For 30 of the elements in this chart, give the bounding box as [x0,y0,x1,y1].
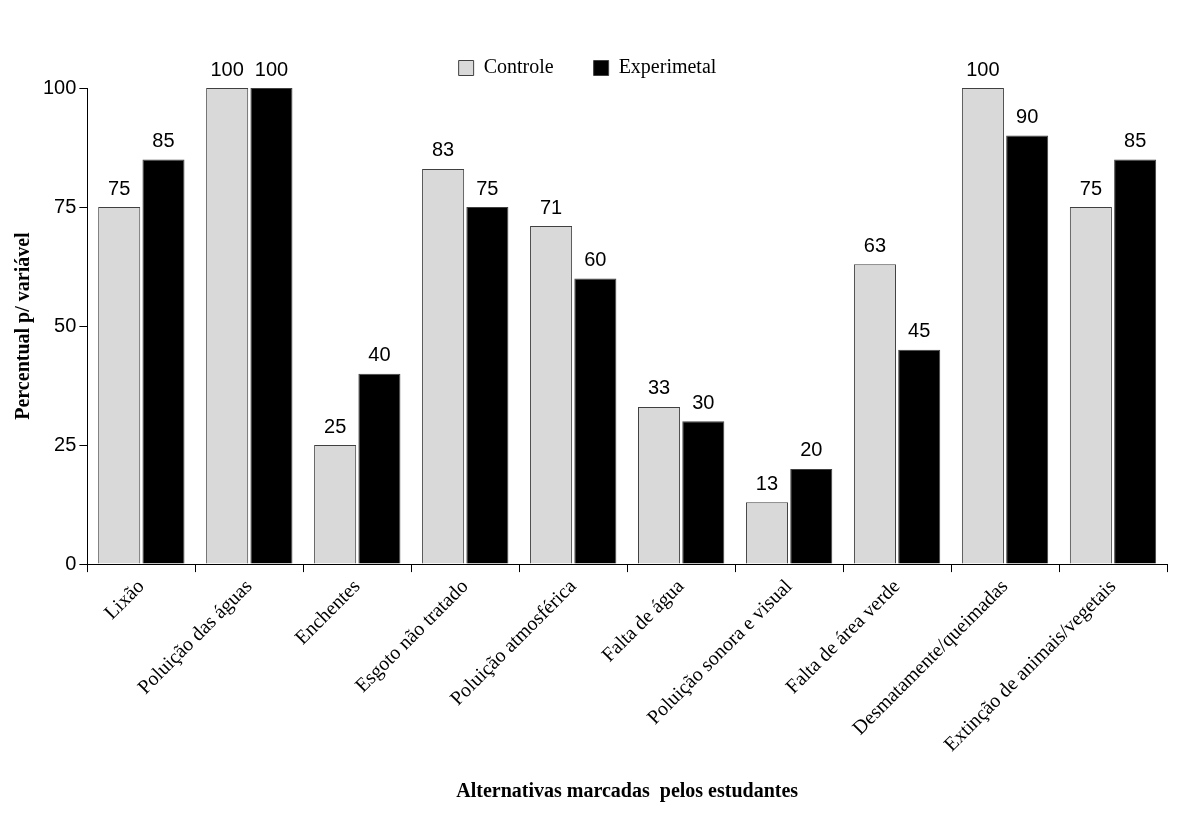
data-label: 45 [908,319,931,342]
data-label: 20 [800,438,823,461]
data-label: 30 [692,390,715,413]
data-label: 100 [254,57,289,80]
data-label: 63 [863,233,887,256]
data-label: 100 [966,57,1000,80]
data-label: 13 [755,471,779,494]
y-axis-title: Percentual p/ variável [11,231,35,420]
data-label: 75 [476,176,499,199]
x-tick-label: Falta de água [596,574,689,667]
data-label: 40 [368,343,391,366]
data-label: 83 [431,138,455,161]
data-label: 85 [152,128,175,151]
y-tick-label: 0 [65,551,77,574]
x-axis-title: Alternativas marcadas pelos estudantes [456,779,799,803]
data-label: 75 [108,176,131,199]
data-label: 90 [1016,105,1039,128]
legend-label: Experimetal [618,55,717,79]
data-label: 85 [1124,128,1147,151]
data-label: 75 [1079,176,1103,199]
legend-label: Controle [483,55,554,78]
y-tick-label: 75 [54,194,77,217]
data-label: 100 [210,57,244,80]
y-tick-label: 25 [54,432,77,455]
y-tick-label: 100 [42,75,77,98]
data-label: 33 [647,376,671,399]
data-label: 60 [584,247,607,270]
data-label: 71 [539,195,563,218]
data-label: 25 [324,414,347,437]
y-tick-label: 50 [54,313,77,336]
